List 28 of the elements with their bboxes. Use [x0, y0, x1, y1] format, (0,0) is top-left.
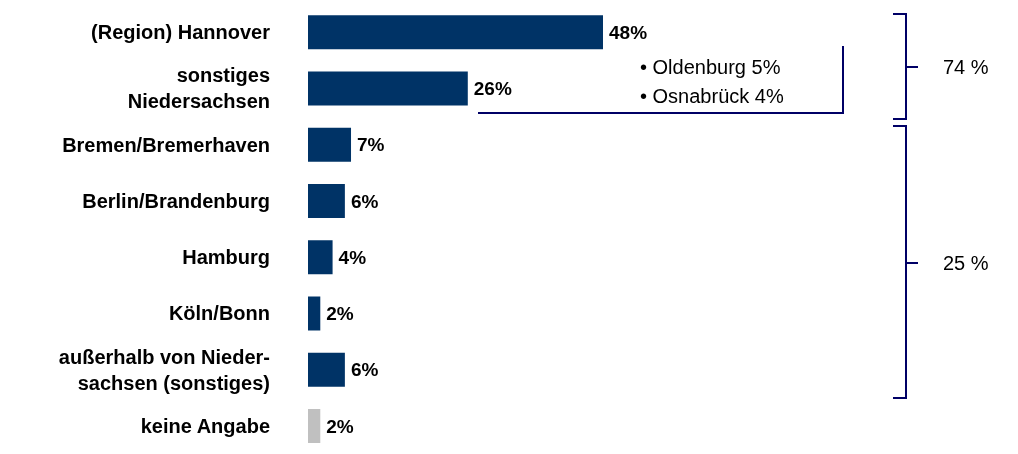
y-tick-label: Berlin/Brandenburg	[82, 189, 270, 212]
y-tick-label: außerhalb von Nieder-sachsen (sonstiges)	[58, 345, 270, 394]
data-label: 4%	[338, 246, 367, 268]
data-label: 6%	[350, 359, 379, 381]
bar	[308, 15, 603, 50]
data-label: 7%	[357, 134, 385, 156]
bar	[308, 352, 345, 387]
text: 74 %	[943, 56, 989, 78]
y-tick-label: Hamburg	[182, 246, 270, 269]
bar	[308, 184, 345, 218]
text: • Osnabrück 4%	[640, 85, 784, 107]
y-tick-label: keine Angabe	[140, 414, 270, 437]
bar	[308, 296, 321, 331]
bar	[308, 71, 468, 106]
y-tick-label: sonstiges Niedersachsen	[127, 64, 270, 113]
data-label: 2%	[326, 415, 354, 437]
text: 25 %	[943, 252, 989, 274]
data-label: 6%	[350, 190, 379, 212]
data-label: 26%	[473, 78, 512, 100]
bar	[308, 127, 352, 162]
bar	[308, 240, 333, 275]
y-tick-label: Köln/Bonn	[168, 302, 270, 325]
y-tick-label: (Region) Hannover	[91, 21, 271, 44]
y-tick-label: Bremen/Bremerhaven	[62, 133, 270, 156]
text: • Oldenburg 5%	[640, 56, 781, 78]
bar	[308, 409, 321, 443]
data-label: 48%	[609, 21, 648, 43]
data-label: 2%	[326, 303, 354, 325]
